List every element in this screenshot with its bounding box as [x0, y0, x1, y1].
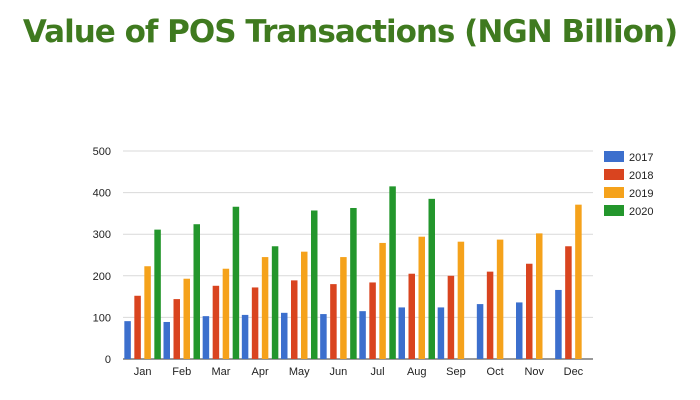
x-tick-label: Jul: [371, 366, 385, 378]
x-tick-label: Aug: [407, 366, 427, 378]
x-tick-label: Oct: [487, 366, 504, 378]
bar-2017-sep: [437, 307, 445, 359]
bar-2018-dec: [565, 246, 572, 359]
bar-2019-oct: [496, 239, 504, 359]
bar-2018-feb: [173, 299, 180, 359]
legend-swatch-2019: [604, 187, 624, 198]
bar-2020-aug: [428, 198, 435, 359]
bar-2018-nov: [526, 263, 533, 359]
gridlines: [123, 150, 593, 360]
bar-2017-jan: [124, 321, 131, 359]
bar-2020-may: [311, 210, 318, 359]
y-axis: 0 100 200 300 400 500: [93, 146, 111, 366]
bar-2020-jun: [350, 207, 357, 359]
bar-2017-feb: [163, 321, 170, 359]
x-axis: Jan Feb Mar Apr May Jun Jul Aug Sep Oct Nov Dec: [134, 366, 584, 378]
bar-2018-mar: [212, 285, 220, 359]
legend-swatch-2020: [604, 205, 624, 216]
legend-label-2017: 2017: [629, 152, 653, 164]
y-tick-label: 100: [93, 312, 111, 324]
legend-swatch-2017: [604, 151, 624, 162]
bar-2020-jul: [389, 186, 396, 359]
bar-2019-mar: [222, 268, 230, 359]
bar-2018-jul: [369, 282, 376, 359]
bar-2017-dec: [555, 289, 562, 359]
y-tick-label: 400: [93, 188, 111, 200]
legend-label-2020: 2020: [629, 206, 653, 218]
bar-2018-jun: [330, 284, 337, 359]
bar-2018-apr: [251, 287, 259, 359]
legend: 2017 2018 2019 2020: [604, 151, 653, 218]
x-tick-label: Nov: [524, 366, 544, 378]
bar-2020-feb: [193, 224, 200, 359]
bar-2017-jun: [320, 314, 327, 359]
y-tick-label: 200: [93, 271, 111, 283]
y-tick-label: 0: [105, 354, 111, 366]
x-tick-label: Mar: [211, 366, 230, 378]
bar-2020-apr: [271, 246, 279, 359]
bar-2019-feb: [183, 278, 190, 359]
bar-2018-aug: [408, 273, 415, 359]
bar-2019-may: [301, 251, 308, 359]
bar-2018-may: [291, 280, 298, 359]
bar-2017-nov: [516, 302, 523, 359]
bar-2019-jul: [379, 242, 386, 359]
bar-2017-mar: [202, 316, 210, 359]
legend-label-2019: 2019: [629, 188, 653, 200]
bar-2018-jan: [134, 295, 141, 359]
bar-2019-dec: [575, 204, 582, 359]
bar-2019-nov: [536, 233, 543, 359]
x-tick-label: Jun: [330, 366, 348, 378]
bar-2019-jun: [340, 257, 347, 359]
chart-title: Value of POS Transactions (NGN Billion): [22, 14, 678, 50]
bars: [124, 186, 582, 359]
legend-swatch-2018: [604, 169, 624, 180]
x-tick-label: Feb: [172, 366, 191, 378]
bar-2017-jul: [359, 311, 366, 359]
legend-label-2018: 2018: [629, 170, 653, 182]
x-tick-label: Dec: [564, 366, 584, 378]
bar-2019-aug: [418, 236, 425, 359]
bar-2017-oct: [476, 304, 484, 359]
bar-2017-may: [281, 312, 288, 359]
y-tick-label: 300: [93, 229, 111, 241]
x-tick-label: Apr: [252, 366, 269, 378]
bar-2018-oct: [486, 271, 494, 359]
bar-2019-apr: [261, 257, 269, 359]
y-tick-label: 500: [93, 146, 111, 158]
bar-2020-mar: [232, 206, 240, 359]
x-tick-label: May: [289, 366, 310, 378]
bar-2020-jan: [154, 229, 161, 359]
x-tick-label: Sep: [446, 366, 466, 378]
bar-2019-jan: [144, 266, 151, 359]
x-tick-label: Jan: [134, 366, 152, 378]
bar-2018-sep: [447, 275, 455, 359]
bar-2017-apr: [241, 314, 249, 359]
bar-2019-sep: [457, 241, 465, 359]
bar-2017-aug: [398, 307, 405, 359]
